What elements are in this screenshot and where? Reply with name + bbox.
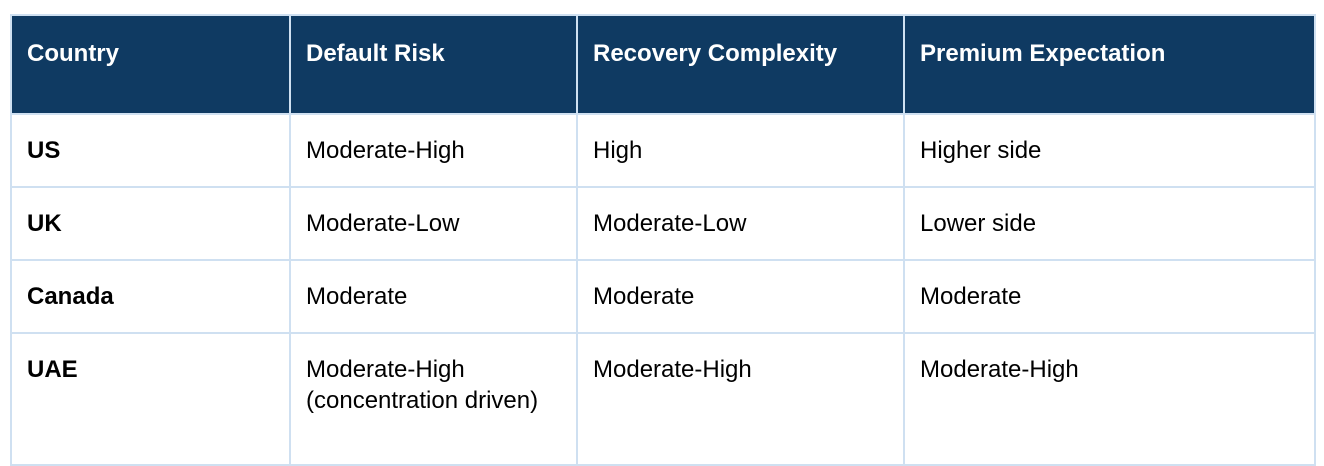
cell-country: UK [10, 186, 291, 261]
page: Country Default Risk Recovery Complexity… [10, 14, 1316, 466]
cell-recovery-complexity: Moderate [576, 259, 905, 334]
cell-recovery-complexity: High [576, 113, 905, 188]
column-header-default-risk: Default Risk [289, 14, 578, 115]
cell-default-risk: Moderate-Low [289, 186, 578, 261]
cell-premium-expectation: Higher side [903, 113, 1316, 188]
column-header-premium-expectation: Premium Expectation [903, 14, 1316, 115]
table-row-canada: Canada Moderate Moderate Moderate [10, 259, 1316, 334]
table-row-us: US Moderate-High High Higher side [10, 113, 1316, 188]
table-row-uae: UAE Moderate-High (concentration driven)… [10, 332, 1316, 466]
cell-default-risk: Moderate [289, 259, 578, 334]
country-risk-table: Country Default Risk Recovery Complexity… [10, 14, 1316, 466]
cell-recovery-complexity: Moderate-Low [576, 186, 905, 261]
cell-country: US [10, 113, 291, 188]
cell-country: Canada [10, 259, 291, 334]
column-header-recovery-complexity: Recovery Complexity [576, 14, 905, 115]
cell-premium-expectation: Moderate [903, 259, 1316, 334]
cell-premium-expectation: Lower side [903, 186, 1316, 261]
table-row-uk: UK Moderate-Low Moderate-Low Lower side [10, 186, 1316, 261]
table-body: US Moderate-High High Higher side UK Mod… [10, 113, 1316, 466]
cell-default-risk: Moderate-High (concentration driven) [289, 332, 578, 466]
table-header: Country Default Risk Recovery Complexity… [10, 14, 1316, 115]
cell-premium-expectation: Moderate-High [903, 332, 1316, 466]
cell-country: UAE [10, 332, 291, 466]
cell-default-risk: Moderate-High [289, 113, 578, 188]
header-row: Country Default Risk Recovery Complexity… [10, 14, 1316, 115]
cell-recovery-complexity: Moderate-High [576, 332, 905, 466]
column-header-country: Country [10, 14, 291, 115]
